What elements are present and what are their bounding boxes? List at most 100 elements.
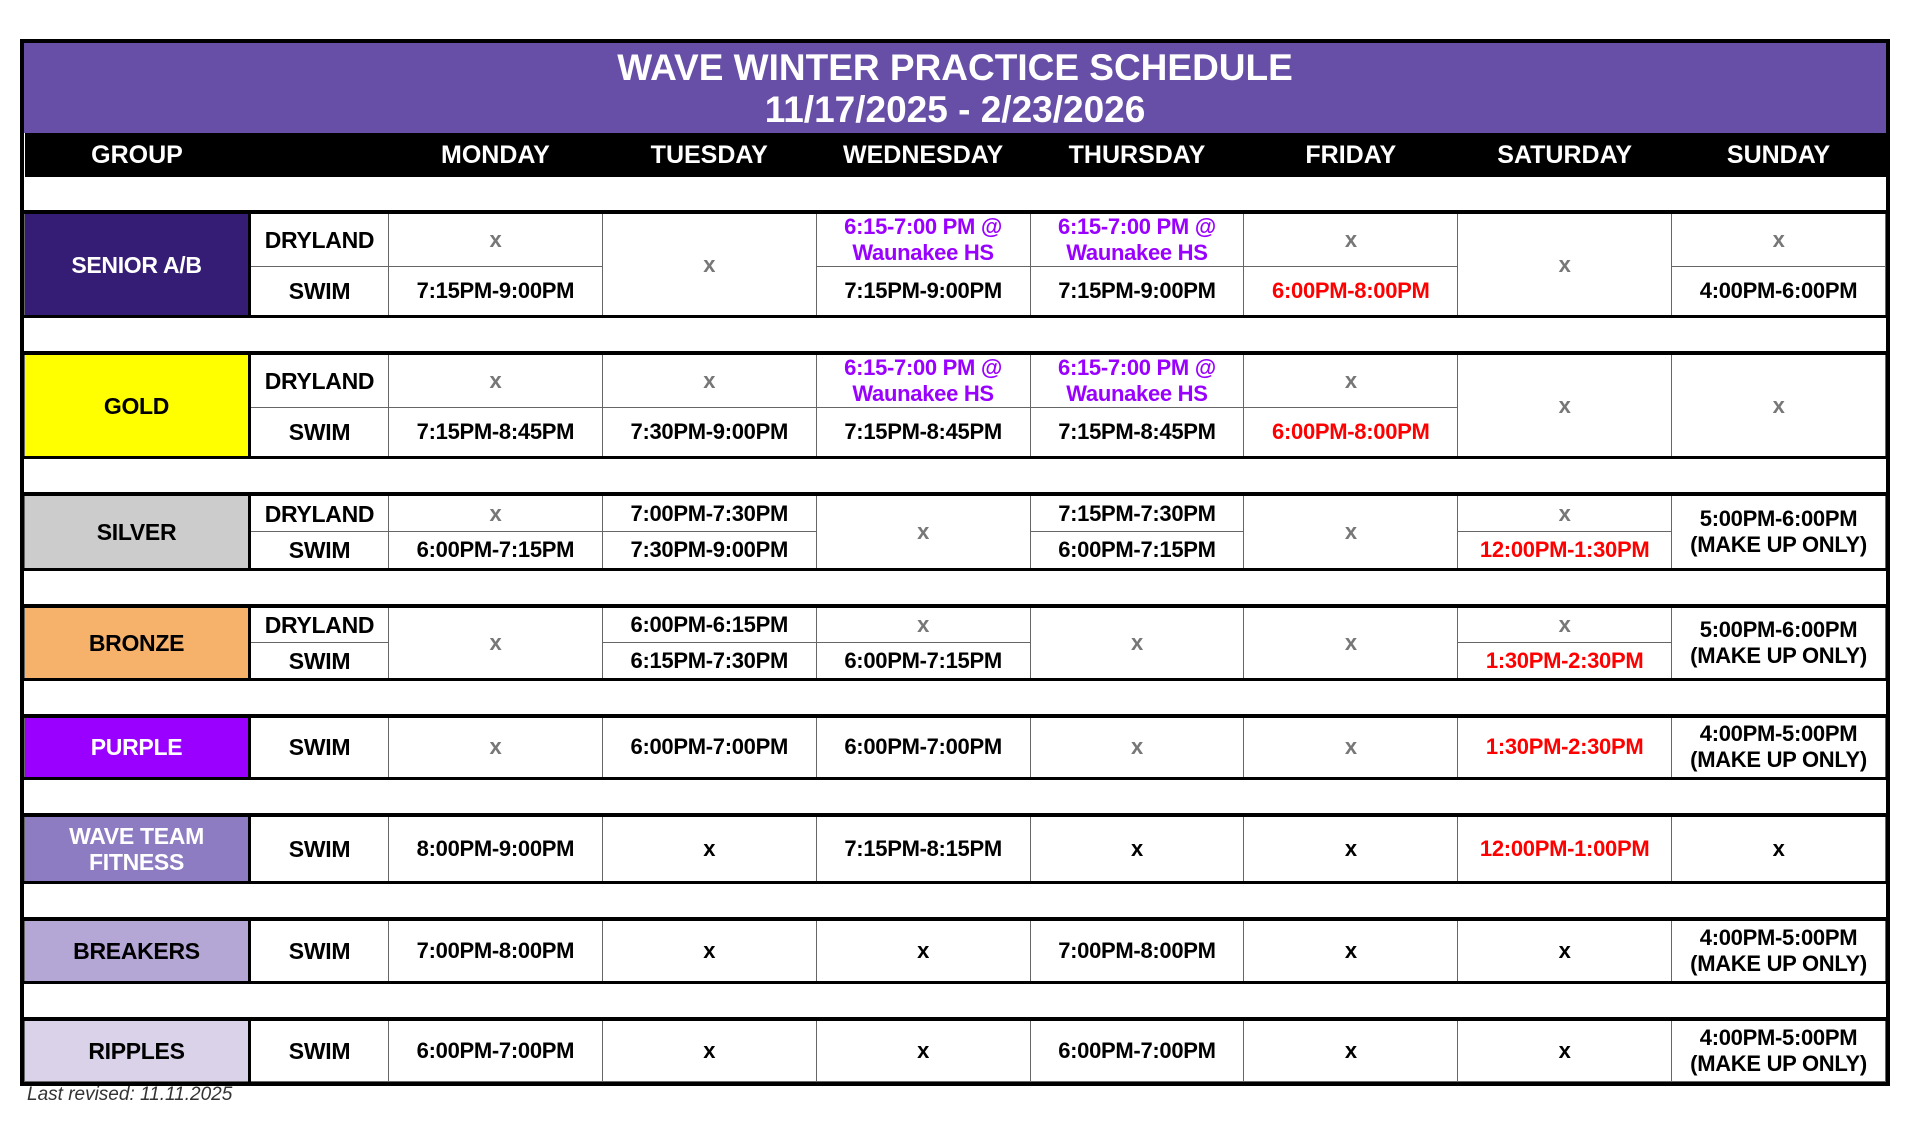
schedule-cell: 6:00PM-6:15PM — [601, 605, 817, 643]
group-row: WAVE TEAM FITNESS SWIM 8:00PM-9:00PM x 7:15P… — [24, 814, 1886, 883]
group-name-cell: BRONZE — [24, 605, 251, 680]
practice-type-cell: DRYLAND — [249, 211, 389, 267]
practice-type-cell: DRYLAND — [249, 352, 389, 408]
schedule-cell: x — [1457, 211, 1673, 317]
schedule-cell: 7:30PM-9:00PM — [601, 407, 817, 458]
schedule-cell: x — [1243, 352, 1459, 408]
schedule-cell: 6:00PM-7:15PM — [388, 531, 603, 570]
spacer-cell — [24, 456, 1886, 496]
header-sunday: SUNDAY — [1671, 133, 1886, 177]
schedule-cell: x — [1243, 211, 1459, 267]
schedule-cell: 5:00PM-6:00PM (MAKE UP ONLY) — [1671, 493, 1886, 570]
spacer-cell — [24, 881, 1886, 921]
schedule-cell: 6:00PM-7:15PM — [815, 642, 1031, 680]
schedule-cell: 6:00PM-7:00PM — [388, 1018, 603, 1082]
header-thursday: THURSDAY — [1030, 133, 1244, 177]
schedule-cell: 4:00PM-5:00PM (MAKE UP ONLY) — [1671, 715, 1886, 779]
schedule-cell: 7:15PM-8:45PM — [1029, 407, 1245, 458]
group-name-cell: SILVER — [24, 493, 251, 570]
schedule-cell: 7:00PM-8:00PM — [388, 918, 603, 983]
spacer-cell — [24, 315, 1886, 355]
group-name-cell: RIPPLES — [24, 1018, 251, 1082]
schedule-cell: 6:00PM-7:00PM — [601, 715, 817, 779]
schedule-cell: x — [388, 715, 603, 779]
practice-type-cell: SWIM — [249, 642, 389, 680]
practice-type-cell: SWIM — [249, 1018, 389, 1082]
schedule-cell: 7:15PM-7:30PM — [1029, 493, 1245, 532]
schedule-cell: x — [601, 1018, 817, 1082]
group-name-cell: PURPLE — [24, 715, 251, 779]
schedule-cell: 7:00PM-7:30PM — [601, 493, 817, 532]
title-line-1: WAVE WINTER PRACTICE SCHEDULE — [617, 47, 1293, 88]
schedule-cell: x — [1671, 814, 1886, 883]
schedule-table: GROUP MONDAY TUESDAY WEDNESDAY THURSDAY … — [24, 133, 1886, 1082]
spacer-row — [24, 678, 1886, 718]
header-friday: FRIDAY — [1243, 133, 1458, 177]
schedule-cell: 7:30PM-9:00PM — [601, 531, 817, 570]
schedule-cell: x — [601, 352, 817, 408]
schedule-cell: x — [1029, 814, 1245, 883]
spacer-row — [24, 315, 1886, 355]
schedule-cell: 6:15-7:00 PM @ Waunakee HS — [1029, 211, 1245, 267]
group-name-cell: GOLD — [24, 352, 251, 458]
group-row: RIPPLES SWIM 6:00PM-7:00PM x x 6:00PM-7:00PM x… — [24, 1018, 1886, 1082]
last-revised-note: Last revised: 11.11.2025 — [27, 1084, 233, 1105]
header-blank — [249, 133, 389, 177]
header-wednesday: WEDNESDAY — [816, 133, 1031, 177]
schedule-cell: x — [601, 918, 817, 983]
group-row: PURPLE SWIM x 6:00PM-7:00PM 6:00PM-7:00PM x x 1… — [24, 715, 1886, 779]
practice-type-cell: SWIM — [249, 531, 389, 570]
schedule-cell: 7:15PM-8:15PM — [815, 814, 1031, 883]
schedule-cell: 7:00PM-8:00PM — [1029, 918, 1245, 983]
schedule-sheet: WAVE WINTER PRACTICE SCHEDULE 11/17/2025… — [20, 39, 1890, 1086]
spacer-row — [24, 881, 1886, 921]
title-date-range: 11/17/2025 - 2/23/2026 — [764, 89, 1146, 130]
schedule-cell: 7:15PM-9:00PM — [1029, 266, 1245, 317]
spacer-row — [24, 456, 1886, 496]
header-tuesday: TUESDAY — [602, 133, 817, 177]
schedule-cell: x — [1243, 814, 1459, 883]
spacer-cell — [24, 678, 1886, 718]
spacer-cell — [24, 177, 1886, 214]
schedule-cell: x — [1457, 493, 1673, 532]
schedule-cell: 6:00PM-7:00PM — [1029, 1018, 1245, 1082]
schedule-cell: 4:00PM-5:00PM (MAKE UP ONLY) — [1671, 918, 1886, 983]
practice-type-cell: SWIM — [249, 266, 389, 317]
group-row: SENIOR A/B DRYLAND x x 6:15-7:00 PM @ Waunak… — [24, 211, 1886, 317]
spacer-cell — [24, 567, 1886, 608]
schedule-cell: x — [1243, 605, 1459, 680]
practice-type-cell: SWIM — [249, 814, 389, 883]
schedule-cell: 6:00PM-7:15PM — [1029, 531, 1245, 570]
schedule-cell: 6:15PM-7:30PM — [601, 642, 817, 680]
practice-type-cell: DRYLAND — [249, 605, 389, 643]
spacer-row — [24, 567, 1886, 608]
schedule-cell: x — [1243, 493, 1459, 570]
schedule-cell: x — [1457, 918, 1673, 983]
group-row: SWIM 6:00PM-7:15PM 7:30PM-9:00PM 6:00PM-7:1… — [25, 531, 1886, 570]
schedule-cell: x — [815, 493, 1031, 570]
schedule-cell: 12:00PM-1:00PM — [1457, 814, 1673, 883]
schedule-cell: x — [1029, 715, 1245, 779]
schedule-cell: x — [1671, 211, 1886, 267]
schedule-cell: x — [815, 1018, 1031, 1082]
schedule-cell: x — [601, 814, 817, 883]
schedule-cell: x — [1457, 352, 1673, 458]
group-name-cell: SENIOR A/B — [24, 211, 251, 317]
schedule-cell: 1:30PM-2:30PM — [1457, 642, 1673, 680]
schedule-cell: x — [1243, 715, 1459, 779]
schedule-cell: x — [1671, 352, 1886, 458]
schedule-cell: x — [388, 605, 603, 680]
schedule-cell: x — [601, 211, 817, 317]
schedule-cell: x — [1029, 605, 1245, 680]
schedule-cell: 6:00PM-7:00PM — [815, 715, 1031, 779]
schedule-cell: 8:00PM-9:00PM — [388, 814, 603, 883]
schedule-cell: 7:15PM-9:00PM — [388, 266, 603, 317]
spacer-row — [24, 177, 1886, 214]
schedule-title: WAVE WINTER PRACTICE SCHEDULE 11/17/2025… — [24, 43, 1886, 133]
schedule-cell: x — [815, 605, 1031, 643]
schedule-cell: 7:15PM-9:00PM — [815, 266, 1031, 317]
group-row: GOLD DRYLAND x x 6:15-7:00 PM @ Waunakee HS 6… — [24, 352, 1886, 458]
group-row: BRONZE DRYLAND x 6:00PM-6:15PM x x x x 5:00PM-6:… — [24, 605, 1886, 680]
schedule-cell: 4:00PM-5:00PM (MAKE UP ONLY) — [1671, 1018, 1886, 1082]
schedule-cell: x — [1243, 1018, 1459, 1082]
